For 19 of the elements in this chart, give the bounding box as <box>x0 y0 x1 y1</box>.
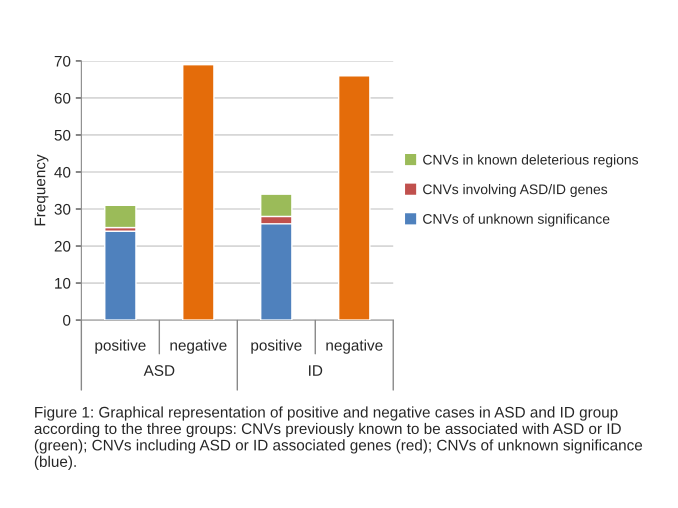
y-axis-title: Frequency <box>34 154 48 226</box>
y-tick-label: 20 <box>54 240 70 252</box>
x-tick-label: negative <box>170 339 227 354</box>
y-tick-label: 60 <box>54 92 70 104</box>
legend-label: CNVs involving ASD/ID genes <box>423 184 608 197</box>
x-tick-label: positive <box>251 339 302 354</box>
legend-label: CNVs in known deleterious regions <box>423 154 638 168</box>
y-tick-label: 50 <box>54 130 70 141</box>
text: ID <box>309 365 322 376</box>
y-tick-label: 40 <box>54 166 70 178</box>
legend-label: CNVs of unknown significance <box>423 214 610 227</box>
y-tick-label: 70 <box>54 56 70 67</box>
caption: Figure 1: Graphical representation of positive and negative cases in ASD and ID group according to the three groups: CNVs previously known to be associated with ASD or ID (green); CNVs including ASD or ID associated genes (red); CNVs of unknown significance (blue). <box>34 406 642 470</box>
x-tick-label: negative <box>326 339 382 354</box>
y-tick-label: 0 <box>63 314 70 326</box>
y-tick-label: 30 <box>54 204 70 215</box>
x-tick-label: positive <box>95 339 146 354</box>
y-tick-label: 10 <box>55 278 70 289</box>
text: ASD <box>144 365 174 376</box>
